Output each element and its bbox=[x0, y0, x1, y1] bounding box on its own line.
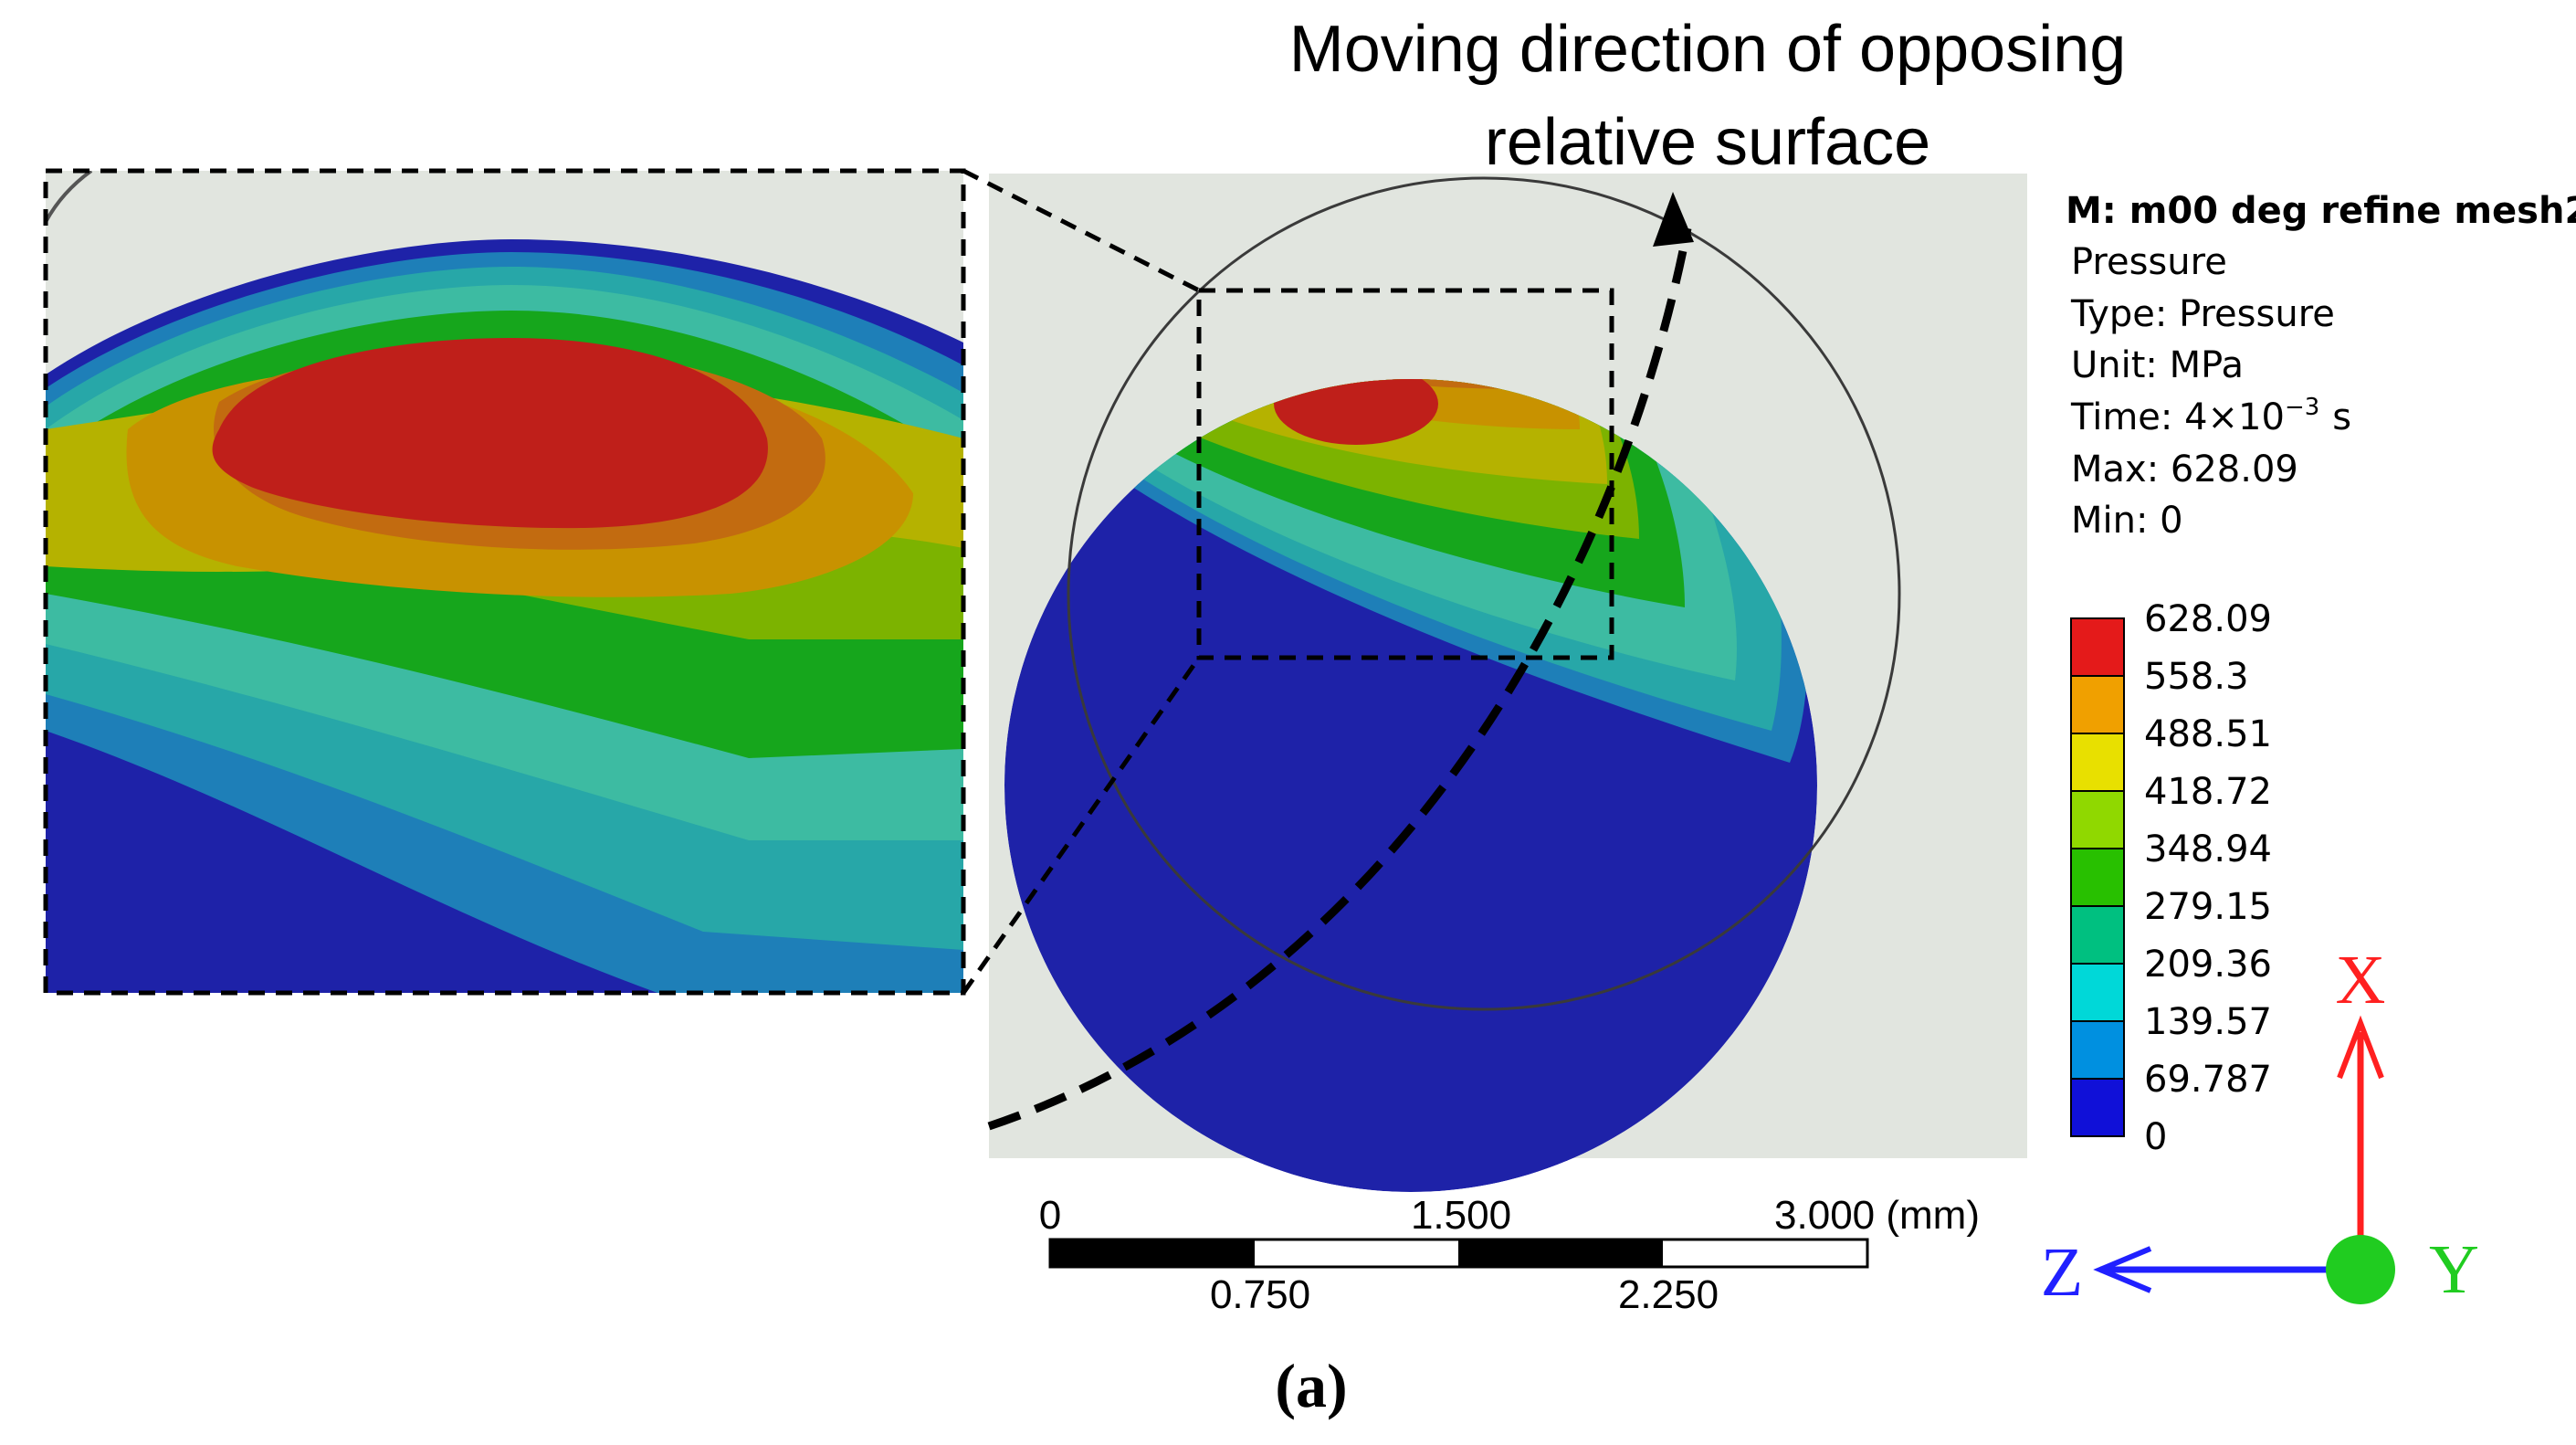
zoom-inset bbox=[43, 168, 966, 996]
motion-direction-arrow bbox=[987, 192, 1694, 1131]
scale-label-2250: 2.250 bbox=[1618, 1272, 1719, 1317]
y-axis-dot bbox=[2326, 1235, 2395, 1304]
result-time: Time: 4×10−3 s bbox=[2070, 394, 2351, 438]
scale-segment-1 bbox=[1050, 1239, 1255, 1267]
legend-label: 418.72 bbox=[2144, 771, 2272, 813]
legend-swatch bbox=[2070, 963, 2125, 1022]
legend-swatch bbox=[2070, 848, 2125, 907]
scale-segment-3 bbox=[1458, 1239, 1663, 1267]
scale-label-3000: 3.000 (mm) bbox=[1774, 1193, 1980, 1238]
scale-label-1500: 1.500 bbox=[1411, 1193, 1511, 1238]
result-unit: Unit: MPa bbox=[2071, 344, 2244, 386]
legend-label: 0 bbox=[2144, 1116, 2167, 1158]
axis-y-label: Y bbox=[2429, 1231, 2479, 1308]
legend-swatch bbox=[2070, 1078, 2125, 1137]
result-title: M: m00 deg refine mesh2 bbox=[2066, 190, 2576, 232]
figure-caption: (a) bbox=[1275, 1351, 1347, 1420]
scale-label-0: 0 bbox=[1039, 1193, 1061, 1238]
legend-label: 488.51 bbox=[2144, 713, 2272, 755]
contour-band bbox=[212, 338, 768, 529]
legend-swatch bbox=[2070, 905, 2125, 965]
zoom-selection-box bbox=[1196, 288, 1614, 660]
model-viewport bbox=[989, 174, 2027, 1192]
legend-swatch bbox=[2070, 790, 2125, 849]
scale-bar: 0 1.500 3.000 (mm) 0.750 2.250 bbox=[1039, 1193, 1980, 1317]
result-quantity: Pressure bbox=[2071, 241, 2227, 283]
legend-swatch bbox=[2070, 675, 2125, 734]
axis-z-label: Z bbox=[2041, 1234, 2083, 1311]
legend-swatch bbox=[2070, 617, 2125, 677]
scale-label-0750: 0.750 bbox=[1210, 1272, 1310, 1317]
legend-label: 69.787 bbox=[2144, 1059, 2272, 1101]
legend-label: 209.36 bbox=[2144, 944, 2272, 986]
axis-x-label: X bbox=[2336, 942, 2386, 1018]
legend-swatch bbox=[2070, 733, 2125, 792]
legend-label: 348.94 bbox=[2144, 828, 2272, 870]
legend-label: 628.09 bbox=[2144, 598, 2272, 640]
legend-label: 279.15 bbox=[2144, 886, 2272, 928]
legend-label: 558.3 bbox=[2144, 656, 2249, 698]
annotation-line-1: Moving direction of opposing bbox=[1289, 13, 2127, 86]
result-info-panel: M: m00 deg refine mesh2 Pressure Type: P… bbox=[2066, 190, 2576, 542]
annotation-line-2: relative surface bbox=[1485, 106, 1930, 179]
result-max: Max: 628.09 bbox=[2071, 448, 2298, 490]
zoom-connector-lines bbox=[961, 168, 1614, 995]
contact-outline-circle bbox=[1067, 176, 1901, 1011]
color-legend: 628.09 558.3 488.51 418.72 348.94 279.15 209.3… bbox=[2070, 598, 2272, 1158]
legend-swatch bbox=[2070, 1020, 2125, 1080]
result-type: Type: Pressure bbox=[2070, 293, 2335, 335]
axis-triad: X Y Z bbox=[2041, 942, 2479, 1311]
result-min: Min: 0 bbox=[2071, 500, 2183, 542]
legend-label: 139.57 bbox=[2144, 1001, 2272, 1043]
